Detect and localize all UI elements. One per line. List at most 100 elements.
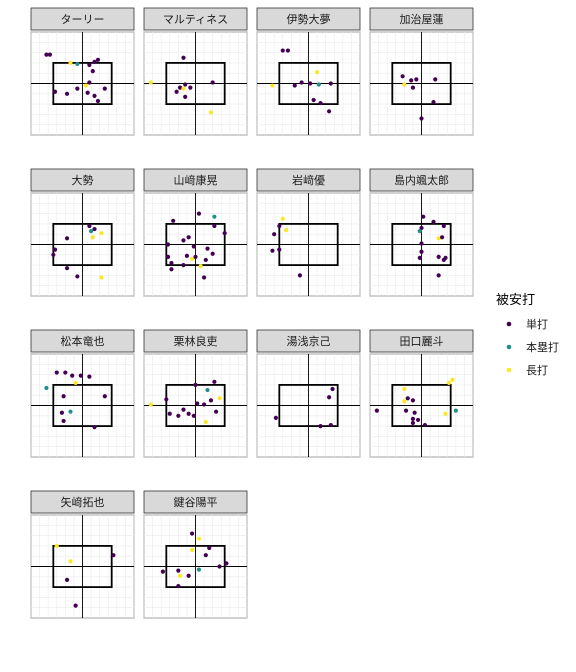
data-point <box>202 275 206 279</box>
facet-title: 伊勢大夢 <box>287 12 331 26</box>
data-point <box>419 116 423 120</box>
data-point <box>103 394 107 398</box>
data-point <box>176 584 180 588</box>
data-point <box>443 412 447 416</box>
facet-panel: 大勢 <box>31 169 134 296</box>
data-point <box>74 604 78 608</box>
data-point <box>65 92 69 96</box>
data-point <box>318 101 322 105</box>
data-point <box>329 81 333 85</box>
data-point <box>443 256 447 260</box>
data-point <box>454 409 458 413</box>
data-point <box>211 252 215 256</box>
data-point <box>79 374 83 378</box>
facet-title: マルティネス <box>163 13 228 26</box>
legend-key <box>507 368 512 373</box>
data-point <box>53 90 57 94</box>
legend-key <box>507 345 512 350</box>
data-point <box>51 253 55 257</box>
data-point <box>68 559 72 563</box>
data-point <box>111 553 115 557</box>
data-point <box>187 235 191 239</box>
data-point <box>204 553 208 557</box>
facet-panel: 松本竜也 <box>31 330 134 457</box>
data-point <box>212 224 216 228</box>
facet-panel: 田口麗斗 <box>370 330 473 457</box>
legend-label: 長打 <box>526 363 548 377</box>
legend-keys: 単打本塁打長打 <box>507 317 559 377</box>
data-point <box>286 48 290 52</box>
data-point <box>204 258 208 262</box>
data-point <box>89 229 93 233</box>
data-point <box>103 87 107 91</box>
data-point <box>68 61 72 65</box>
facet-panel: 湯浅京己 <box>257 330 360 457</box>
data-point <box>402 82 406 86</box>
data-point <box>166 255 170 259</box>
data-point <box>87 63 91 67</box>
data-point <box>447 381 451 385</box>
facet-title: 加治屋蓮 <box>400 12 444 26</box>
facet-panel: 伊勢大夢 <box>257 8 360 135</box>
data-point <box>169 261 173 265</box>
data-point <box>209 110 213 114</box>
data-point <box>423 423 427 427</box>
data-point <box>181 238 185 242</box>
data-point <box>96 58 100 62</box>
data-point <box>330 387 334 391</box>
data-point <box>99 275 103 279</box>
data-point <box>68 410 72 414</box>
facet-title: 島内颯太郎 <box>394 173 449 187</box>
data-point <box>161 570 165 574</box>
data-point <box>401 74 405 78</box>
facet-panel: マルティネス <box>144 8 247 135</box>
data-point <box>416 418 420 422</box>
facet-panel: 矢﨑拓也 <box>31 491 134 618</box>
data-point <box>164 397 168 401</box>
data-point <box>329 423 333 427</box>
data-point <box>171 219 175 223</box>
data-point <box>411 398 415 402</box>
data-point <box>284 228 288 232</box>
data-point <box>193 383 197 387</box>
data-point <box>404 409 408 413</box>
data-point <box>274 416 278 420</box>
data-point <box>75 87 79 91</box>
data-point <box>91 235 95 239</box>
facet-title: ターリー <box>61 13 105 26</box>
data-point <box>205 388 209 392</box>
data-point <box>209 398 213 402</box>
data-point <box>308 81 312 85</box>
facet-panel: 鍵谷陽平 <box>144 491 247 618</box>
data-point <box>65 578 69 582</box>
data-point <box>281 48 285 52</box>
legend-label: 本塁打 <box>526 340 559 354</box>
data-point <box>270 249 274 253</box>
facet-panel: 島内颯太郎 <box>370 169 473 296</box>
data-point <box>298 273 302 277</box>
data-point <box>176 414 180 418</box>
data-point <box>205 247 209 251</box>
data-point <box>277 224 281 228</box>
data-point <box>315 70 319 74</box>
data-point <box>183 82 187 86</box>
data-point <box>437 255 441 259</box>
data-point <box>411 421 415 425</box>
data-point <box>183 95 187 99</box>
facet-title: 湯浅京己 <box>287 334 331 348</box>
data-point <box>223 231 227 235</box>
data-point <box>204 420 208 424</box>
data-point <box>224 561 228 565</box>
data-point <box>327 109 331 113</box>
data-point <box>96 99 100 103</box>
data-point <box>55 544 59 548</box>
data-point <box>181 87 185 91</box>
data-point <box>193 255 197 259</box>
data-point <box>75 62 79 66</box>
data-point <box>166 242 170 246</box>
data-point <box>375 409 379 413</box>
data-point <box>192 414 196 418</box>
data-point <box>53 248 57 252</box>
